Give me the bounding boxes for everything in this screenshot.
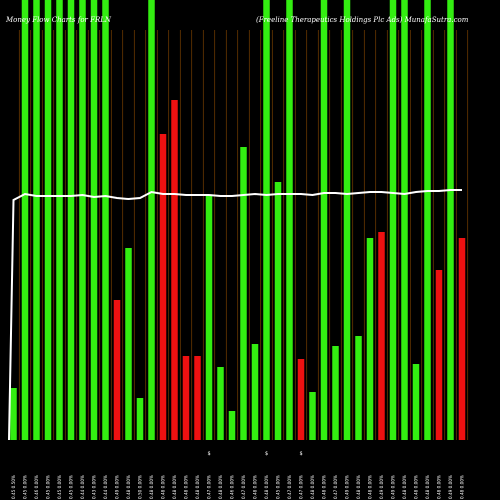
- bar-9: [113, 300, 121, 440]
- tick-label-2: 0.46 0.00%: [34, 475, 39, 499]
- bar-19: [228, 411, 236, 440]
- marker-2: $: [300, 451, 303, 457]
- bar-23: [274, 182, 282, 440]
- bar-21: [251, 344, 259, 440]
- tick-label-12: 0.48 0.00%: [149, 475, 154, 499]
- bar-30: [355, 336, 362, 440]
- bar-37: [435, 270, 443, 440]
- markers: $ $ $: [208, 451, 303, 457]
- tick-label-11: 0.50 0.00%: [138, 475, 143, 499]
- tick-label-36: 0.48 0.00%: [425, 475, 430, 499]
- chart-title-left: Money Flow Charts for FRLN: [5, 16, 112, 24]
- bar-27: [320, 0, 328, 440]
- tick-label-28: 0.47 0.00%: [333, 475, 338, 499]
- tick-label-27: 0.48 0.00%: [322, 475, 327, 499]
- bar-8: [102, 0, 109, 440]
- tick-label-5: 0.45 0.00%: [69, 475, 74, 499]
- tick-label-15: 0.48 0.00%: [184, 475, 189, 499]
- tick-label-18: 0.48 0.00%: [218, 475, 223, 499]
- tick-label-19: 0.46 0.00%: [230, 475, 235, 499]
- bar-5: [67, 0, 75, 440]
- tick-label-37: 0.48 0.00%: [437, 475, 442, 499]
- bar-7: [90, 0, 98, 440]
- bar-16: [194, 356, 201, 440]
- tick-label-23: 0.45 0.00%: [276, 475, 281, 499]
- bar-18: [217, 367, 224, 440]
- bar-31: [366, 238, 374, 440]
- bar-6: [79, 0, 86, 440]
- tick-label-13: 0.48 0.00%: [161, 475, 166, 499]
- bar-36: [424, 0, 431, 440]
- tick-label-17: 0.47 0.00%: [207, 475, 212, 499]
- marker-0: $: [208, 451, 211, 457]
- bar-32: [378, 232, 385, 440]
- grid-lines: [18, 30, 469, 440]
- tick-label-26: 0.48 0.00%: [310, 475, 315, 499]
- line-series: [8, 189, 462, 441]
- bar-0: [10, 388, 17, 440]
- bar-17: [205, 195, 213, 440]
- bar-34: [401, 0, 408, 440]
- tick-label-8: 0.44 0.00%: [103, 475, 108, 499]
- tick-label-1: 0.45 0.00%: [23, 475, 28, 499]
- bar-1: [21, 0, 29, 440]
- bar-4: [56, 0, 63, 440]
- chart-title-right: (Freeline Therapeutics Holdings Plc Ads)…: [256, 16, 469, 24]
- tick-label-16: 0.48 0.00%: [195, 475, 200, 499]
- tick-label-33: 0.49 0.00%: [391, 475, 396, 499]
- bar-29: [343, 0, 351, 440]
- bar-13: [159, 134, 167, 440]
- tick-label-38: 0.49 0.00%: [448, 475, 453, 499]
- bar-38: [447, 0, 454, 440]
- bar-15: [182, 356, 190, 440]
- bar-39: [458, 238, 466, 440]
- tick-label-22: 0.48 0.00%: [264, 475, 269, 499]
- tick-label-24: 0.47 0.00%: [287, 475, 292, 499]
- tick-label-32: 0.49 0.00%: [379, 475, 384, 499]
- bar-26: [309, 392, 316, 440]
- marker-1: $: [265, 451, 268, 457]
- tick-label-29: 0.49 0.00%: [345, 475, 350, 499]
- tick-label-6: 0.44 0.00%: [80, 475, 85, 499]
- bar-12: [148, 0, 155, 440]
- money-flow-line: [8, 189, 462, 441]
- tick-label-35: 0.48 0.00%: [414, 475, 419, 499]
- tick-label-34: 0.48 0.00%: [402, 475, 407, 499]
- bar-22: [263, 0, 270, 440]
- bar-35: [412, 364, 420, 440]
- bar-33: [389, 0, 397, 440]
- tick-label-10: 0.48 0.00%: [126, 475, 131, 499]
- tick-label-0: 0.45 0.50%: [11, 475, 16, 499]
- tick-label-25: 0.47 0.00%: [299, 475, 304, 499]
- tick-label-20: 0.47 0.00%: [241, 475, 246, 499]
- tick-label-14: 0.48 0.00%: [172, 475, 177, 499]
- bar-20: [240, 147, 247, 440]
- bar-10: [125, 248, 132, 440]
- bar-3: [44, 0, 52, 440]
- tick-label-3: 0.45 0.00%: [46, 475, 51, 499]
- tick-label-39: 0.48 0.00%: [460, 475, 465, 499]
- tick-label-7: 0.43 0.00%: [92, 475, 97, 499]
- tick-label-21: 0.48 0.00%: [253, 475, 258, 499]
- tick-label-4: 0.45 0.00%: [57, 475, 62, 499]
- bar-25: [297, 359, 305, 440]
- bar-2: [33, 0, 40, 440]
- bar-11: [136, 398, 144, 440]
- bars: [10, 0, 466, 440]
- bar-24: [286, 0, 293, 440]
- tick-labels: 0.45 0.50% 0.45 0.00% 0.46 0.00% 0.45 0.00%…: [11, 475, 465, 499]
- tick-label-9: 0.49 0.00%: [115, 475, 120, 499]
- bar-14: [171, 100, 178, 440]
- tick-label-30: 0.48 0.00%: [356, 475, 361, 499]
- bar-28: [332, 346, 339, 440]
- tick-label-31: 0.48 0.00%: [368, 475, 373, 499]
